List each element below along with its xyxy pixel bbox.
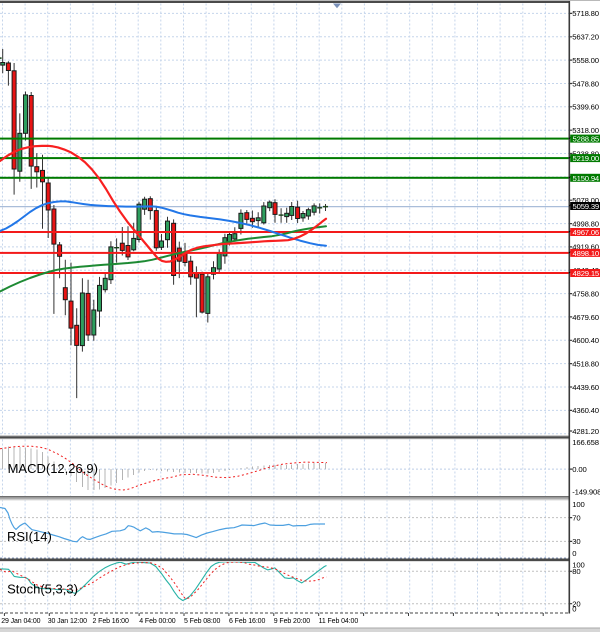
svg-text:20: 20 bbox=[572, 600, 580, 609]
svg-text:80: 80 bbox=[572, 567, 580, 576]
svg-text:4 Feb 00:00: 4 Feb 00:00 bbox=[139, 618, 175, 625]
svg-text:5558.00: 5558.00 bbox=[572, 56, 599, 65]
svg-text:70: 70 bbox=[572, 513, 580, 522]
svg-text:6 Feb 16:00: 6 Feb 16:00 bbox=[229, 618, 265, 625]
svg-text:4439.60: 4439.60 bbox=[572, 383, 599, 392]
svg-text:RSI(14): RSI(14) bbox=[7, 529, 52, 544]
svg-text:4919.60: 4919.60 bbox=[572, 243, 599, 252]
svg-text:4360.40: 4360.40 bbox=[572, 406, 599, 415]
svg-text:5059.39: 5059.39 bbox=[573, 202, 600, 211]
svg-text:5718.80: 5718.80 bbox=[572, 9, 599, 18]
svg-text:5 Feb 08:00: 5 Feb 08:00 bbox=[184, 618, 220, 625]
svg-text:4281.20: 4281.20 bbox=[572, 427, 599, 436]
svg-text:100: 100 bbox=[572, 561, 584, 570]
svg-text:4998.80: 4998.80 bbox=[572, 219, 599, 228]
svg-text:5219.00: 5219.00 bbox=[573, 154, 600, 163]
svg-text:4600.40: 4600.40 bbox=[572, 336, 599, 345]
svg-text:5238.80: 5238.80 bbox=[572, 149, 599, 158]
svg-text:5399.60: 5399.60 bbox=[572, 103, 599, 112]
svg-text:0.00: 0.00 bbox=[572, 465, 586, 474]
svg-text:29 Jan 04:00: 29 Jan 04:00 bbox=[1, 618, 40, 625]
svg-text:30: 30 bbox=[572, 537, 580, 546]
svg-text:5318.00: 5318.00 bbox=[572, 126, 599, 135]
svg-text:5637.20: 5637.20 bbox=[572, 33, 599, 42]
svg-text:2 Feb 16:00: 2 Feb 16:00 bbox=[93, 618, 129, 625]
svg-text:Stoch(5,3,3): Stoch(5,3,3) bbox=[7, 582, 78, 597]
svg-text:9 Feb 20:00: 9 Feb 20:00 bbox=[274, 618, 310, 625]
svg-text:11 Feb 04:00: 11 Feb 04:00 bbox=[319, 618, 359, 625]
svg-text:4829.15: 4829.15 bbox=[573, 269, 600, 278]
svg-text:4967.06: 4967.06 bbox=[573, 228, 600, 237]
svg-text:5078.00: 5078.00 bbox=[572, 196, 599, 205]
svg-text:4758.80: 4758.80 bbox=[572, 289, 599, 298]
svg-text:0: 0 bbox=[572, 605, 576, 614]
svg-text:166.658: 166.658 bbox=[572, 438, 599, 447]
svg-text:5478.80: 5478.80 bbox=[572, 79, 599, 88]
svg-text:0: 0 bbox=[572, 549, 576, 558]
svg-text:4898.10: 4898.10 bbox=[573, 249, 600, 258]
svg-text:4518.80: 4518.80 bbox=[572, 359, 599, 368]
svg-text:5150.94: 5150.94 bbox=[573, 174, 600, 183]
svg-text:-149.908: -149.908 bbox=[572, 488, 600, 497]
svg-text:100: 100 bbox=[572, 500, 584, 509]
svg-text:30 Jan 12:00: 30 Jan 12:00 bbox=[48, 618, 87, 625]
svg-text:5288.85: 5288.85 bbox=[573, 135, 600, 144]
svg-text:4679.60: 4679.60 bbox=[572, 313, 599, 322]
svg-text:MACD(12,26,9): MACD(12,26,9) bbox=[8, 461, 98, 476]
